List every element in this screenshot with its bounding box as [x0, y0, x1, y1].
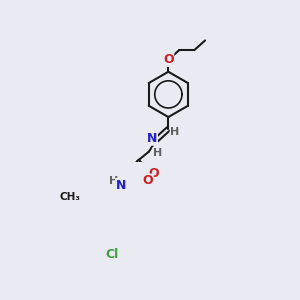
Text: H: H	[170, 127, 179, 136]
Text: H: H	[153, 148, 162, 158]
Text: O: O	[142, 174, 153, 187]
Text: O: O	[148, 167, 159, 180]
Text: CH₃: CH₃	[59, 192, 80, 203]
Text: Cl: Cl	[106, 248, 119, 261]
Text: N: N	[116, 178, 126, 191]
Text: N: N	[147, 132, 158, 145]
Text: H: H	[109, 176, 118, 186]
Text: O: O	[163, 53, 174, 66]
